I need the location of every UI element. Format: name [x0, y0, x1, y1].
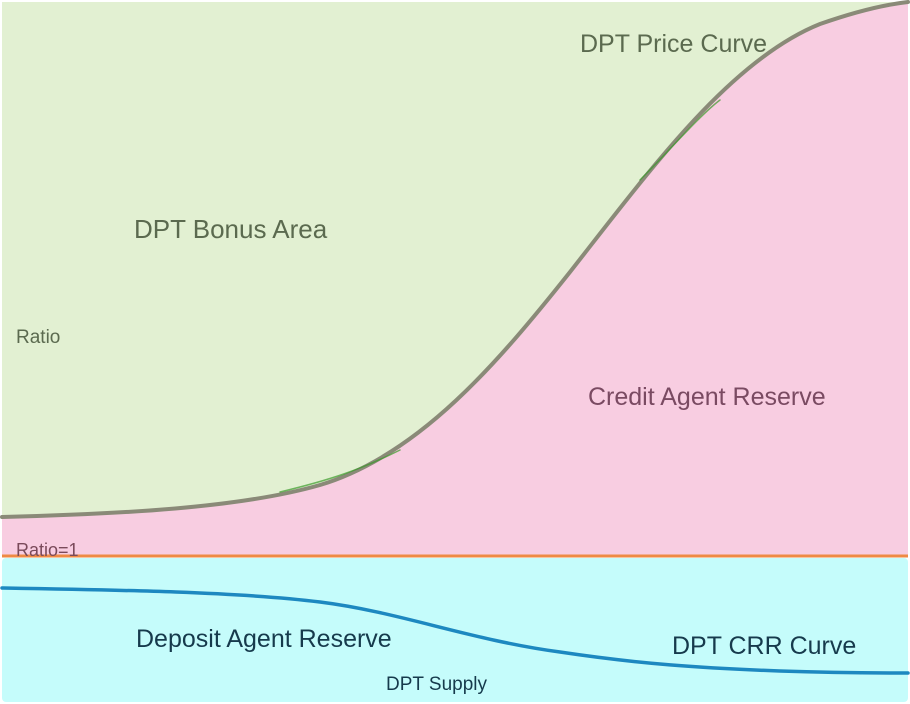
deposit-reserve-label: Deposit Agent Reserve — [136, 625, 392, 653]
crr-curve-label: DPT CRR Curve — [672, 632, 856, 660]
price-curve-highlight — [279, 99, 721, 493]
price-curve-label: DPT Price Curve — [580, 30, 767, 58]
supply-axis-label: DPT Supply — [386, 674, 488, 695]
credit-reserve-region — [2, 2, 908, 556]
bonus-area-label: DPT Bonus Area — [134, 214, 328, 244]
credit-reserve-label: Credit Agent Reserve — [588, 383, 826, 411]
crr-curve — [0, 586, 910, 675]
price-curve — [0, 0, 910, 519]
ratio-one-label: Ratio=1 — [16, 540, 79, 560]
ratio-axis-label: Ratio — [16, 327, 60, 348]
